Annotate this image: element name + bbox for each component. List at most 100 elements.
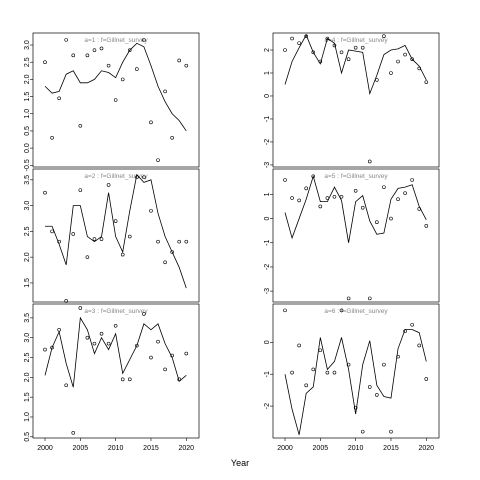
data-point [360,45,365,50]
data-point [149,120,153,125]
fit-line [284,174,427,243]
y-tick-label: 0.0 [24,143,31,153]
strip-label: a=4 : f=Gillnet_survey [324,37,388,44]
x-tick-label: 2020 [178,445,194,452]
data-point [346,57,351,62]
data-point [149,208,153,213]
strip-label: a=1 : f=Gillnet_survey [84,37,148,44]
data-point [353,45,358,50]
y-tick-label: 3.5 [24,313,31,323]
data-point [142,38,146,42]
data-point [113,324,118,328]
strip-label: a=3 : f=Gillnet_survey [84,308,148,315]
x-tick-label: 2010 [108,445,124,452]
data-point [64,38,68,42]
data-point [360,205,365,210]
y-tick-label: -2 [264,403,271,409]
data-point [332,195,337,199]
data-point [92,48,97,52]
data-point [113,219,118,223]
data-point [403,52,407,57]
fit-line [284,329,427,435]
data-point [156,239,160,244]
data-point [375,220,379,224]
y-tick-label: 0.5 [24,432,31,442]
y-tick-label: -1 [264,116,271,122]
data-point [389,429,393,434]
panel-frame [272,32,440,168]
y-tick-label: 3.0 [24,201,31,211]
data-point [184,351,189,356]
strip-label: a=2 : f=Gillnet_survey [84,173,148,180]
y-tick-label: 2.0 [24,252,31,262]
data-point [92,341,97,346]
panel-frame [32,32,200,168]
y-tick-label: 2.0 [24,74,31,84]
data-point [346,362,351,367]
data-point [311,50,316,55]
data-point [360,429,365,434]
data-point [120,252,125,257]
data-point [78,188,83,192]
data-point [283,308,287,313]
data-point [346,296,351,301]
data-point [43,347,47,352]
data-point [71,431,76,435]
data-point [367,159,372,164]
data-point [127,48,132,52]
x-tick-label: 2015 [383,445,399,452]
data-point [142,175,146,180]
data-point [304,186,309,191]
data-point [170,250,174,254]
data-point [396,59,400,64]
data-point [78,306,83,310]
data-point [304,383,309,388]
data-point [297,343,301,348]
data-point [283,48,287,52]
x-axis-label: Year [231,458,249,468]
data-point [311,367,316,372]
y-tick-label: -1 [264,371,271,377]
data-point [163,89,167,94]
x-tick-label: 2005 [73,445,89,452]
data-point [396,197,400,202]
strip-label: a=5 : f=Gillnet_survey [324,173,388,180]
data-point [290,370,294,375]
data-point [50,229,54,234]
y-tick-label: 2 [264,48,271,52]
data-point [297,41,301,45]
data-point [382,34,386,39]
data-point [43,190,47,195]
data-point [142,312,146,316]
data-point [92,237,97,241]
data-point [424,80,429,84]
y-tick-label: 3.5 [24,175,31,185]
data-point [99,46,104,51]
data-point [417,343,422,348]
data-point [353,405,358,410]
data-point [106,341,111,346]
data-point [99,331,104,336]
data-point [177,58,182,63]
data-point [163,260,167,265]
data-point [403,191,407,195]
y-tick-label: -2 [264,264,271,270]
data-point [99,237,104,241]
data-point [410,322,414,327]
data-point [71,232,76,236]
data-point [156,339,160,344]
data-point [290,36,294,41]
data-point [382,185,386,189]
y-tick-label: 1.0 [24,412,31,422]
x-tick-label: 2010 [348,445,364,452]
data-point [85,335,90,340]
y-tick-label: 2.5 [24,226,31,236]
y-tick-label: -2 [264,139,271,145]
y-tick-label: -0.5 [24,159,31,171]
data-point [325,370,330,375]
x-tick-label: 2020 [418,445,434,452]
fit-line [45,173,187,289]
data-point [50,135,54,140]
data-point [290,196,294,200]
